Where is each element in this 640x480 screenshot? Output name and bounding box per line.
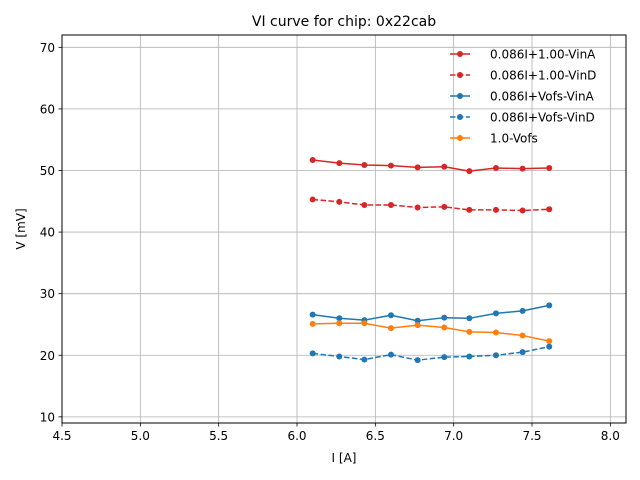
data-point [441, 203, 448, 210]
series-line [312, 345, 550, 361]
y-tick-label: 50 [40, 164, 55, 178]
data-point [388, 325, 394, 332]
legend-label: 0.086I+Vofs-VinD [490, 111, 595, 125]
data-point [309, 196, 316, 203]
legend-item: 1.0-Vofs [450, 132, 538, 146]
data-point [361, 320, 368, 327]
data-point [466, 353, 473, 360]
data-point [336, 320, 343, 327]
data-point [388, 351, 394, 358]
data-point [519, 165, 526, 172]
legend-item: 0.086I+Vofs-VinD [450, 111, 595, 125]
data-point [546, 338, 553, 345]
data-point [492, 310, 499, 317]
data-point [336, 160, 343, 167]
y-tick-label: 40 [40, 226, 55, 240]
series-line [312, 322, 550, 342]
legend-item: 0.086I+1.00-VinA [450, 48, 596, 62]
data-point [309, 350, 316, 357]
legend: 0.086I+1.00-VinA 0.086I+1.00-VinD 0.086I+V… [450, 48, 596, 146]
data-point [414, 357, 421, 364]
data-point [466, 328, 473, 335]
data-point [519, 207, 526, 214]
data-point [361, 161, 368, 168]
x-tick-label: 8.0 [601, 429, 620, 443]
series-3 [309, 302, 553, 324]
data-point [492, 352, 499, 359]
data-point [519, 332, 526, 339]
x-tick-label: 4.5 [52, 429, 71, 443]
legend-label: 0.086I+1.00-VinA [490, 48, 596, 62]
y-axis-label: V [mV] [14, 208, 28, 249]
legend-label: 0.086I+Vofs-VinA [490, 90, 595, 104]
y-tick-label: 60 [40, 102, 55, 116]
legend-swatch-marker [457, 51, 463, 57]
y-tick-label: 20 [40, 349, 55, 363]
series-1 [309, 157, 553, 175]
x-tick-label: 5.5 [209, 429, 228, 443]
axis-ticks: 4.5 5.0 5.5 6.0 6.5 7.0 7.5 8.0 10 20 30 40 50 60 70 [40, 41, 620, 443]
plot-area [309, 157, 553, 364]
data-point [519, 349, 526, 356]
data-point [546, 165, 553, 172]
data-point [546, 206, 553, 213]
x-axis-label: I [A] [332, 451, 357, 465]
data-point [466, 168, 473, 175]
data-point [492, 329, 499, 336]
legend-swatch-marker [457, 135, 463, 141]
data-point [336, 198, 343, 205]
x-tick-label: 7.0 [444, 429, 463, 443]
x-tick-label: 5.0 [131, 429, 150, 443]
legend-item: 0.086I+Vofs-VinA [450, 90, 595, 104]
data-point [466, 315, 473, 322]
data-point [441, 324, 448, 331]
data-point [309, 157, 316, 164]
chart-title: VI curve for chip: 0x22cab [252, 14, 436, 30]
data-point [441, 314, 448, 321]
data-point [361, 356, 368, 363]
data-point [414, 204, 421, 211]
x-tick-label: 6.0 [287, 429, 306, 443]
series-2 [309, 196, 553, 214]
y-tick-label: 30 [40, 287, 55, 301]
data-point [388, 201, 394, 208]
y-tick-label: 70 [40, 41, 55, 55]
data-point [441, 354, 448, 361]
data-point [336, 353, 343, 360]
grid [61, 35, 626, 423]
data-point [336, 315, 343, 322]
legend-swatch-marker [457, 114, 463, 120]
data-point [309, 311, 316, 318]
data-point [519, 307, 526, 314]
x-tick-label: 7.5 [522, 429, 541, 443]
series-5 [309, 320, 553, 345]
data-point [466, 206, 473, 213]
data-point [492, 165, 499, 172]
legend-swatch-marker [457, 93, 463, 99]
series-line [312, 304, 550, 322]
data-point [414, 164, 421, 171]
x-tick-label: 6.5 [366, 429, 385, 443]
data-point [414, 322, 421, 329]
data-point [388, 312, 394, 319]
data-point [414, 317, 421, 324]
series-line [312, 198, 550, 212]
series-4 [309, 343, 553, 364]
y-tick-label: 10 [40, 410, 55, 424]
legend-label: 1.0-Vofs [490, 132, 538, 146]
legend-swatch-marker [457, 72, 463, 78]
data-point [546, 302, 553, 309]
axes-frame [61, 34, 627, 424]
data-point [492, 206, 499, 213]
legend-item: 0.086I+1.00-VinD [450, 69, 596, 83]
legend-label: 0.086I+1.00-VinD [490, 69, 596, 83]
series-line [312, 159, 550, 172]
data-point [388, 162, 394, 169]
data-point [546, 343, 553, 350]
data-point [309, 320, 316, 327]
data-point [361, 201, 368, 208]
data-point [441, 163, 448, 170]
